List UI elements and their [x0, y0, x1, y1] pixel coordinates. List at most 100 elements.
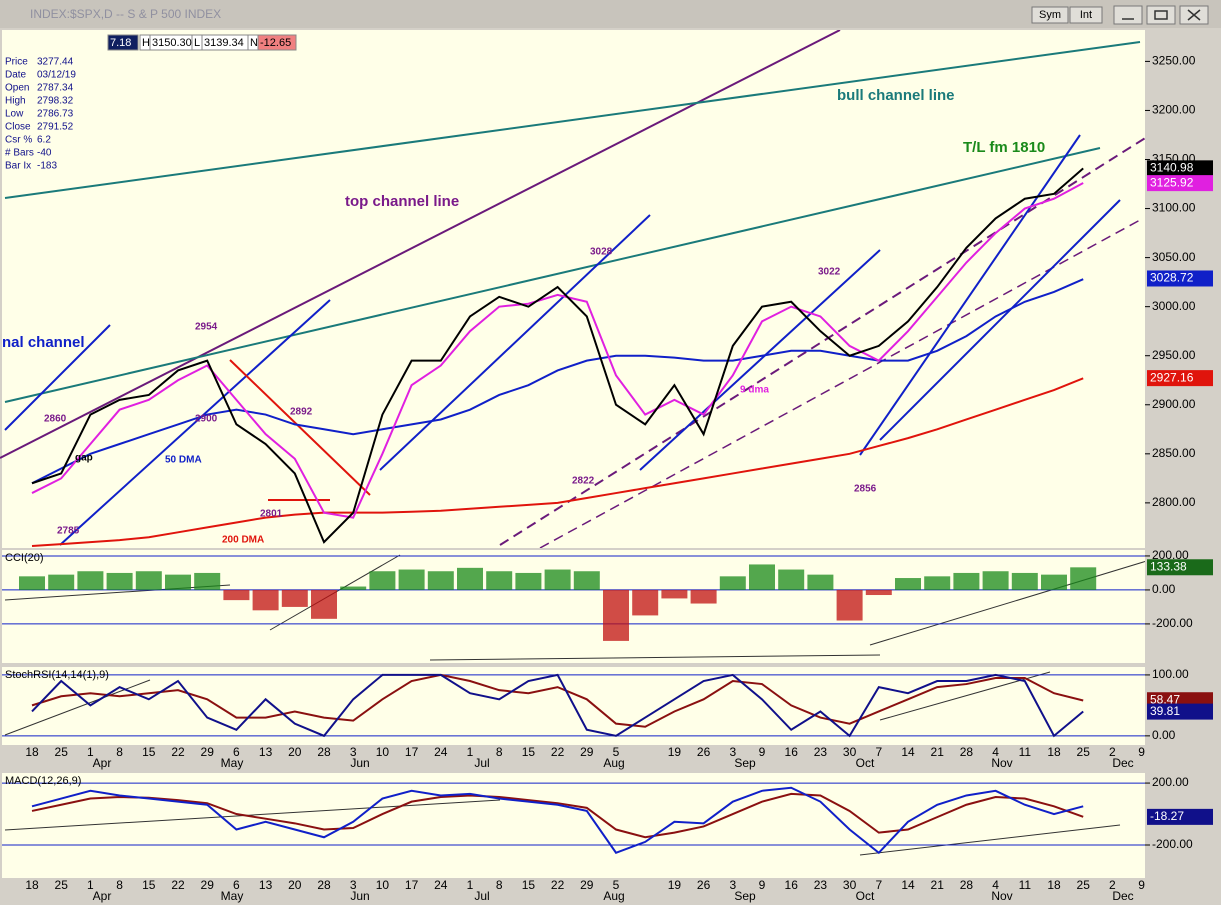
- x-tick-label: 9: [1138, 745, 1145, 759]
- x-tick-label: 16: [785, 745, 799, 759]
- info-value: 2787.34: [37, 83, 74, 94]
- annotation: 2954: [195, 322, 218, 333]
- month-label: Oct: [856, 756, 875, 770]
- last-value-badge: [1147, 703, 1213, 720]
- x-tick-label: 15: [522, 745, 536, 759]
- cci-bar: [749, 564, 775, 590]
- series-line: [31, 278, 1084, 485]
- cci-bar: [223, 589, 250, 601]
- info-label: Csr %: [5, 135, 32, 146]
- x-tick-label: 25: [1077, 878, 1091, 892]
- minimize-button[interactable]: [1113, 5, 1143, 25]
- x-tick-label: 25: [55, 878, 69, 892]
- annotation: T/L fm 1810: [963, 139, 1045, 156]
- cci-bar: [165, 574, 191, 590]
- last-value-label: 3028.72: [1150, 271, 1194, 285]
- month-label: May: [221, 889, 244, 903]
- x-tick-label: 26: [697, 878, 711, 892]
- quote-text: 3150.30: [152, 37, 192, 49]
- month-label: Apr: [93, 889, 112, 903]
- int-button-label[interactable]: Int: [1080, 9, 1092, 21]
- annotation: 9 dma: [740, 385, 769, 396]
- annotation: 2856: [854, 484, 877, 495]
- maximize-button[interactable]: [1146, 5, 1176, 25]
- info-label: Date: [5, 70, 27, 81]
- x-tick-label: 3: [350, 745, 357, 759]
- title-bar: [0, 0, 1221, 28]
- series-line: [31, 182, 1084, 519]
- window-title: INDEX:$SPX,D -- S & P 500 INDEX: [30, 7, 221, 21]
- x-tick-label: 2: [1109, 745, 1116, 759]
- annotation: 3028: [590, 247, 613, 258]
- quote-text: -12.65: [260, 37, 291, 49]
- x-tick-label: 4: [992, 878, 999, 892]
- x-tick-label: 13: [259, 745, 273, 759]
- x-tick-label: 14: [901, 745, 915, 759]
- y-tick-label: 2850.00: [1152, 446, 1196, 460]
- cci-bar: [194, 572, 221, 590]
- x-tick-label: 14: [901, 878, 915, 892]
- annotation: 2822: [572, 476, 595, 487]
- x-tick-label: 9: [1138, 878, 1145, 892]
- month-label: Dec: [1112, 889, 1133, 903]
- x-tick-label: 24: [434, 878, 448, 892]
- int-button[interactable]: [1069, 6, 1103, 24]
- y-tick-label: 0.00: [1152, 582, 1176, 596]
- cci-bar: [1011, 572, 1038, 590]
- x-tick-label: 3: [729, 745, 736, 759]
- series-line: [31, 377, 1084, 548]
- annotation: 2892: [290, 407, 313, 418]
- sym-button[interactable]: [1031, 6, 1069, 24]
- quote-text: 7.18: [110, 37, 131, 49]
- plot-area: [2, 555, 1145, 641]
- sym-button-label[interactable]: Sym: [1039, 9, 1061, 21]
- annotation: 2801: [260, 509, 283, 520]
- x-tick-label: 18: [1047, 745, 1061, 759]
- x-tick-label: 29: [580, 745, 594, 759]
- month-label: Jul: [474, 756, 489, 770]
- x-tick-label: 9: [759, 745, 766, 759]
- x-tick-label: 28: [960, 878, 974, 892]
- info-label: Bar Ix: [5, 161, 31, 172]
- info-value: 2798.32: [37, 96, 74, 107]
- x-tick-label: 28: [317, 745, 331, 759]
- x-tick-label: 28: [960, 745, 974, 759]
- last-value-badge: [1147, 175, 1213, 192]
- x-tick-label: 23: [814, 745, 828, 759]
- x-tick-label: 8: [496, 745, 503, 759]
- info-label: # Bars: [5, 148, 34, 159]
- annotation: bull channel line: [837, 87, 955, 104]
- cci-bar: [515, 572, 542, 590]
- series-line: [31, 786, 1084, 855]
- plot-area: [2, 782, 1145, 855]
- x-tick-label: 20: [288, 878, 302, 892]
- cci-bar: [632, 589, 659, 616]
- month-label: Apr: [93, 756, 112, 770]
- x-tick-label: 2: [1109, 878, 1116, 892]
- cci-bar: [135, 571, 162, 590]
- cci-bar: [106, 572, 133, 590]
- x-tick-label: 11: [1019, 878, 1032, 892]
- x-tick-label: 8: [116, 878, 123, 892]
- x-tick-label: 4: [992, 745, 999, 759]
- info-value: 03/12/19: [37, 70, 76, 81]
- series-line: [31, 167, 1084, 544]
- cci-bar: [77, 571, 104, 590]
- last-value-badge: [1147, 370, 1213, 387]
- last-value-label: -18.27: [1150, 809, 1184, 823]
- x-tick-label: 28: [317, 878, 331, 892]
- x-tick-label: 6: [233, 745, 240, 759]
- quote-text: 3139.34: [204, 37, 244, 49]
- y-tick-label: 2800.00: [1152, 495, 1196, 509]
- cci-bar: [573, 571, 600, 590]
- month-label: Jul: [474, 889, 489, 903]
- x-tick-label: 10: [376, 878, 390, 892]
- x-tick-label: 29: [580, 878, 594, 892]
- x-tick-label: 1: [87, 878, 94, 892]
- y-tick-label: 3050.00: [1152, 250, 1196, 264]
- annotation: 3022: [818, 267, 841, 278]
- info-label: Close: [5, 122, 31, 133]
- month-label: Jun: [350, 756, 369, 770]
- x-tick-label: 3: [350, 878, 357, 892]
- panel-title: MACD(12,26,9): [5, 775, 81, 787]
